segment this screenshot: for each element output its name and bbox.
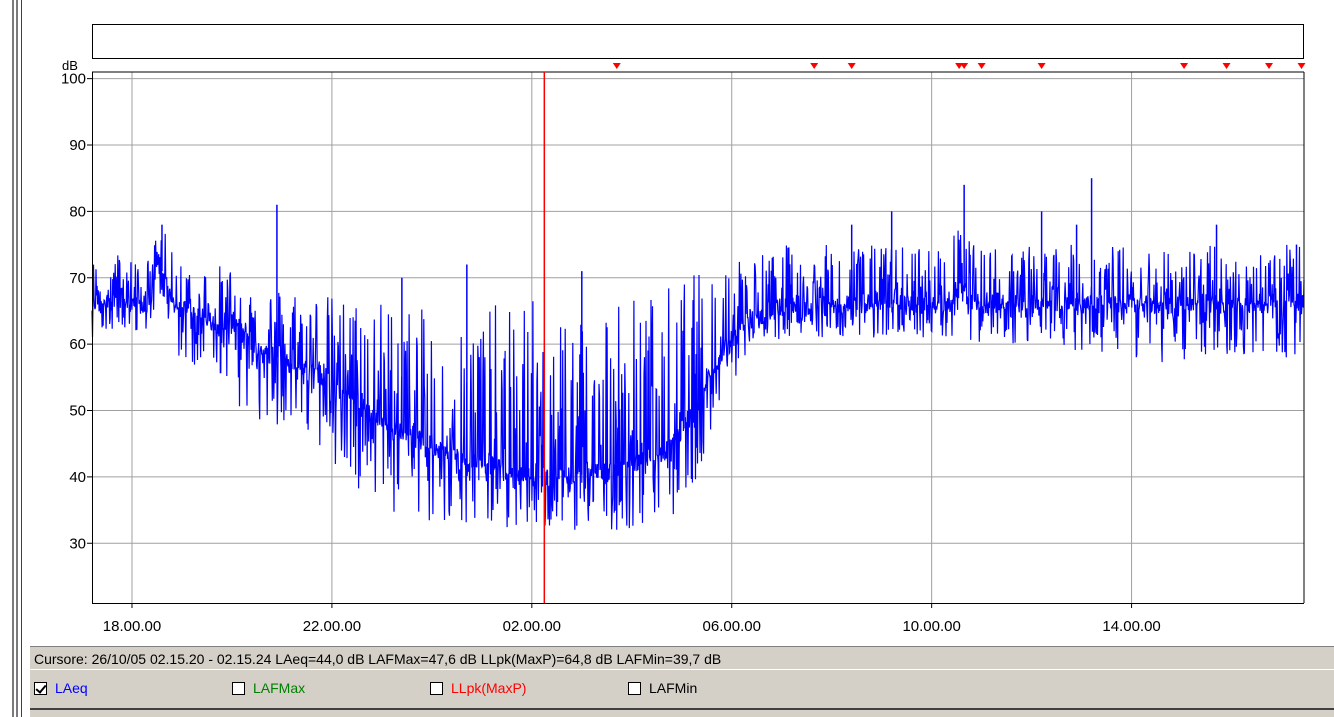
x-tick-label: 14.00.00	[1102, 618, 1160, 635]
y-tick-label: 90	[69, 137, 86, 154]
legend-checkbox-lafmin[interactable]	[628, 681, 641, 695]
y-tick-label: 50	[69, 403, 86, 420]
sound-level-chart[interactable]: 30 40 50 60 70 80 90 100 18.00.00 22.00.00 02.00.…	[0, 0, 1334, 646]
legend-label-lafmin: LAFMin	[649, 680, 698, 696]
y-tick-label: 70	[69, 270, 86, 287]
status-bar: Cursore: 26/10/05 02.15.20 - 02.15.24 LA…	[30, 646, 1334, 670]
y-tick-label: 40	[69, 469, 86, 486]
y-tick-label: 30	[69, 535, 86, 552]
legend-checkbox-laeq[interactable]	[34, 681, 47, 695]
cursor-readout: Cursore: 26/10/05 02.15.20 - 02.15.24 LA…	[34, 651, 722, 667]
y-axis-label: dB	[62, 58, 78, 73]
y-tick-label: 80	[69, 203, 86, 220]
legend-label-lafmax: LAFMax	[253, 680, 306, 696]
y-tick-label: 60	[69, 336, 86, 353]
event-marker	[847, 63, 856, 69]
event-marker	[612, 63, 621, 69]
x-tick-label: 02.00.00	[503, 618, 561, 635]
event-marker	[960, 63, 969, 69]
event-marker	[1180, 63, 1189, 69]
legend-item-llpk-maxp[interactable]: LLpk(MaxP)	[430, 679, 526, 697]
legend-item-lafmax[interactable]: LAFMax	[232, 679, 305, 697]
series-laeq	[91, 178, 1305, 530]
x-tick-label: 10.00.00	[902, 618, 960, 635]
left-border-line	[16, 0, 18, 717]
series-laeq-line	[91, 230, 1305, 530]
y-tick-label: 100	[61, 71, 86, 88]
left-border-line	[12, 0, 14, 717]
y-axis-ticks: 30 40 50 60 70 80 90 100	[61, 71, 92, 552]
x-tick-label: 22.00.00	[303, 618, 361, 635]
event-marker-strip[interactable]	[92, 24, 1304, 59]
left-window-border	[0, 0, 22, 717]
left-border-line	[21, 0, 22, 717]
legend-bar: LAeq LAFMax LLpk(MaxP) LAFMin	[30, 670, 1334, 708]
legend-label-llpk-maxp: LLpk(MaxP)	[451, 680, 527, 696]
x-tick-label: 06.00.00	[703, 618, 761, 635]
legend-item-laeq[interactable]: LAeq	[34, 679, 88, 697]
plot-area	[92, 72, 1304, 603]
legend-label-laeq: LAeq	[55, 680, 88, 696]
legend-item-lafmin[interactable]: LAFMin	[628, 679, 697, 697]
event-marker	[810, 63, 819, 69]
event-marker	[1297, 63, 1306, 69]
event-marker	[1037, 63, 1046, 69]
legend-checkbox-llpk-maxp[interactable]	[430, 681, 443, 695]
event-marker	[1222, 63, 1231, 69]
event-markers	[612, 63, 1306, 69]
event-marker	[1265, 63, 1274, 69]
bottom-panel-border	[30, 708, 1334, 717]
x-axis-ticks: 18.00.00 22.00.00 02.00.00 06.00.00 10.00.00…	[103, 603, 1161, 635]
x-tick-label: 18.00.00	[103, 618, 161, 635]
legend-checkbox-lafmax[interactable]	[232, 681, 245, 695]
event-marker	[977, 63, 986, 69]
